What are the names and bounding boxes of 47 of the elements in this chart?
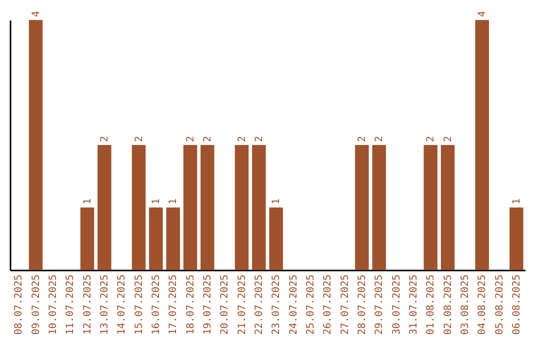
data-label: 1 bbox=[271, 198, 282, 204]
data-label: 2 bbox=[202, 136, 214, 142]
data-label: 2 bbox=[374, 136, 386, 142]
x-tick-label: 28.07.2025 bbox=[356, 274, 368, 335]
x-tick-label: 12.07.2025 bbox=[82, 274, 94, 335]
data-label: 2 bbox=[99, 136, 110, 142]
x-tick-label: 24.07.2025 bbox=[288, 274, 300, 335]
data-label: 4 bbox=[30, 10, 42, 17]
x-tick-label: 29.07.2025 bbox=[374, 274, 386, 335]
x-tick-label: 03.08.2025 bbox=[460, 274, 471, 335]
data-label: 1 bbox=[82, 198, 94, 204]
data-label: 2 bbox=[356, 136, 368, 142]
x-tick-label: 31.07.2025 bbox=[408, 274, 420, 335]
x-tick-label: 20.07.2025 bbox=[220, 274, 231, 335]
x-tick-label: 05.08.2025 bbox=[494, 274, 506, 335]
data-label: 1 bbox=[168, 198, 180, 204]
data-label: 2 bbox=[236, 136, 248, 142]
x-tick-label: 10.07.2025 bbox=[48, 274, 59, 335]
x-tick-label: 19.07.2025 bbox=[202, 274, 214, 335]
x-tick-label: 06.08.2025 bbox=[511, 274, 522, 335]
data-label: 1 bbox=[150, 198, 162, 204]
x-tick-label: 25.07.2025 bbox=[305, 274, 316, 335]
x-tick-label: 23.07.2025 bbox=[271, 274, 282, 335]
data-label: 2 bbox=[254, 136, 265, 142]
x-tick-label: 30.07.2025 bbox=[391, 274, 402, 335]
x-tick-label: 01.08.2025 bbox=[426, 274, 437, 335]
x-tick-label: 13.07.2025 bbox=[99, 274, 110, 335]
data-label: 2 bbox=[442, 136, 454, 142]
data-label: 2 bbox=[426, 136, 437, 142]
x-tick-label: 08.07.2025 bbox=[14, 274, 25, 335]
x-tick-label: 22.07.2025 bbox=[254, 274, 265, 335]
x-tick-label: 26.07.2025 bbox=[322, 274, 334, 335]
x-tick-label: 04.08.2025 bbox=[477, 274, 488, 335]
x-tick-label: 16.07.2025 bbox=[150, 274, 162, 335]
x-tick-label: 27.07.2025 bbox=[340, 274, 351, 335]
x-tick-label: 09.07.2025 bbox=[30, 274, 42, 335]
x-tick-label: 21.07.2025 bbox=[236, 274, 248, 335]
x-tick-label: 18.07.2025 bbox=[185, 274, 196, 335]
data-label: 2 bbox=[134, 136, 145, 142]
data-label: 2 bbox=[185, 136, 196, 142]
data-label: 1 bbox=[511, 198, 522, 204]
x-tick-label: 17.07.2025 bbox=[168, 274, 180, 335]
x-tick-label: 14.07.2025 bbox=[116, 274, 128, 335]
x-tick-label: 11.07.2025 bbox=[65, 274, 76, 335]
x-tick-label: 15.07.2025 bbox=[134, 274, 145, 335]
x-tick-label: 02.08.2025 bbox=[442, 274, 454, 335]
data-label: 4 bbox=[477, 10, 488, 17]
